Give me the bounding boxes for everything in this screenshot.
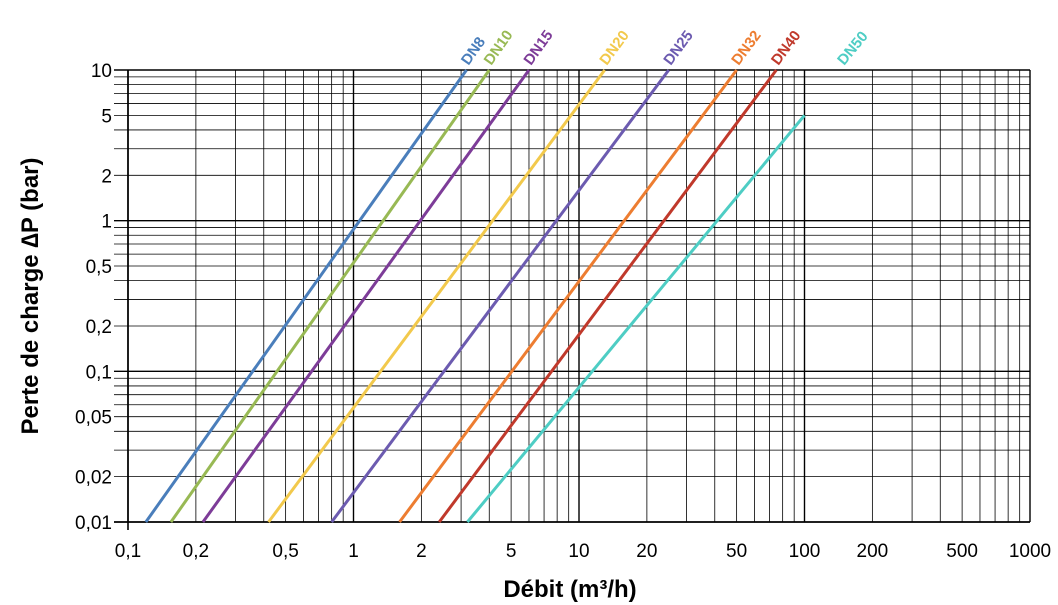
y-tick-label: 10	[91, 61, 112, 82]
y-tick-label: 0,5	[86, 257, 112, 278]
y-tick-label: 0,1	[86, 362, 112, 383]
y-tick-label: 1	[101, 212, 112, 233]
x-tick-label: 500	[946, 541, 978, 562]
series-line-dn10	[171, 70, 489, 522]
y-axis-ticks: 0,01 0,02 0,05 0,1 0,2 0,5 1 2 5 10	[75, 61, 112, 534]
y-tick-label: 0,02	[75, 468, 112, 489]
x-tick-label: 2	[416, 541, 427, 562]
series-label-dn32: DN32	[728, 27, 765, 68]
x-tick-label: 10	[568, 541, 589, 562]
series-label-dn20: DN20	[596, 27, 633, 68]
series-line-dn8	[146, 70, 467, 522]
y-tick-label: 0,2	[86, 317, 112, 338]
x-tick-label: 1	[348, 541, 359, 562]
x-axis-ticks: 0,1 0,2 0,5 1 2 5 10 20 50 100 200 500 1000	[115, 541, 1051, 562]
x-tick-label: 100	[789, 541, 821, 562]
series-line-dn32	[400, 70, 737, 522]
series-label-dn8: DN8	[458, 34, 489, 68]
x-tick-label: 0,5	[272, 541, 298, 562]
x-axis-title: Débit (m³/h)	[503, 576, 636, 603]
series-lines	[146, 70, 805, 522]
x-tick-label: 50	[726, 541, 747, 562]
series-line-dn25	[332, 70, 669, 522]
y-tick-label: 0,05	[75, 408, 112, 429]
x-tick-label: 20	[636, 541, 657, 562]
y-tick-label: 5	[101, 106, 112, 127]
series-label-dn15: DN15	[520, 27, 556, 68]
y-tick-label: 2	[101, 166, 112, 187]
major-gridlines	[114, 70, 1030, 530]
series-line-dn50	[467, 115, 804, 522]
x-tick-label: 5	[506, 541, 517, 562]
series-label-dn40: DN40	[768, 27, 805, 68]
series-label-dn50: DN50	[834, 28, 872, 68]
x-tick-label: 1000	[1009, 541, 1051, 562]
series-line-dn40	[439, 70, 776, 522]
y-axis-title: Perte de charge ∆P (bar)	[17, 157, 44, 434]
y-tick-label: 0,01	[75, 513, 112, 534]
series-line-dn15	[203, 70, 529, 522]
x-tick-label: 0,1	[115, 541, 141, 562]
x-tick-label: 200	[857, 541, 889, 562]
x-tick-label: 0,2	[183, 541, 209, 562]
series-label-dn25: DN25	[660, 27, 697, 68]
